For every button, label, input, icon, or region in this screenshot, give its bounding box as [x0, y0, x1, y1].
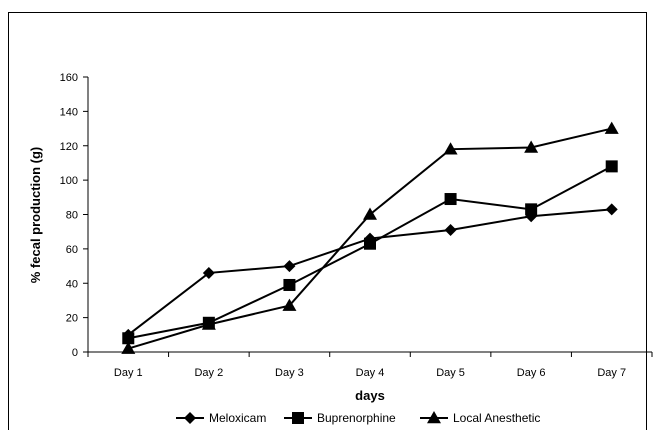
- y-tick-label: 20: [66, 313, 78, 325]
- legend-marker-buprenorphine: [292, 412, 304, 424]
- legend-label-meloxicam: Meloxicam: [209, 411, 266, 425]
- x-axis-ticks: Day 1 Day 2 Day 3 Day 4 Day 5 Day 6 Day 7: [87, 352, 653, 379]
- data-point-buprenorphine: [364, 237, 376, 250]
- legend-label-local-anesthetic: Local Anesthetic: [453, 411, 540, 425]
- y-tick-label: 80: [66, 210, 78, 222]
- x-tick-label: Day 5: [436, 367, 465, 379]
- y-tick-label: 60: [66, 244, 78, 256]
- legend-item-local-anesthetic: Local Anesthetic: [420, 411, 540, 425]
- x-tick-label: Day 2: [194, 367, 223, 379]
- y-axis-ticks: 0 20 40 60 80 100 120 140 160: [60, 72, 88, 359]
- y-tick-label: 160: [60, 72, 78, 84]
- y-tick-label: 40: [66, 278, 78, 290]
- legend: Meloxicam Buprenorphine Local Anesthetic: [176, 411, 540, 425]
- legend-marker-meloxicam: [184, 412, 196, 424]
- data-point-meloxicam: [283, 260, 296, 273]
- data-point-buprenorphine: [525, 203, 538, 216]
- series-layer: [121, 121, 619, 354]
- data-point-local-anesthetic: [604, 121, 619, 134]
- legend-item-meloxicam: Meloxicam: [176, 411, 266, 425]
- data-point-local-anesthetic: [363, 207, 377, 220]
- y-tick-label: 100: [60, 175, 78, 187]
- series-local-anesthetic: [121, 121, 619, 354]
- data-point-local-anesthetic: [524, 140, 539, 153]
- series-line-meloxicam: [127, 208, 612, 336]
- x-tick-label: Day 1: [114, 367, 143, 379]
- series-buprenorphine: [122, 160, 618, 345]
- y-tick-label: 140: [60, 106, 78, 118]
- x-tick-label: Day 7: [597, 367, 626, 379]
- legend-item-buprenorphine: Buprenorphine: [284, 411, 396, 425]
- x-tick-label: Day 4: [356, 367, 385, 379]
- data-point-buprenorphine: [122, 332, 135, 345]
- y-tick-label: 120: [60, 141, 78, 153]
- data-point-buprenorphine: [444, 193, 457, 206]
- data-point-meloxicam: [202, 266, 215, 279]
- legend-label-buprenorphine: Buprenorphine: [317, 411, 396, 425]
- chart-border: [8, 12, 647, 435]
- data-point-local-anesthetic: [282, 298, 297, 311]
- data-point-buprenorphine: [605, 160, 618, 173]
- data-point-local-anesthetic: [201, 317, 216, 330]
- data-point-local-anesthetic: [121, 341, 136, 354]
- series-meloxicam: [122, 203, 618, 341]
- x-axis-title: days: [355, 388, 385, 403]
- series-line-buprenorphine: [128, 165, 613, 340]
- x-tick-label: Day 6: [517, 367, 546, 379]
- y-tick-label: 0: [72, 347, 78, 359]
- legend-marker-local-anesthetic: [427, 411, 441, 424]
- data-point-local-anesthetic: [443, 142, 458, 155]
- data-point-meloxicam: [444, 223, 457, 236]
- y-axis-title: % fecal production (g): [28, 147, 43, 284]
- data-point-buprenorphine: [283, 278, 296, 291]
- data-point-meloxicam: [605, 203, 618, 216]
- x-tick-label: Day 3: [275, 367, 304, 379]
